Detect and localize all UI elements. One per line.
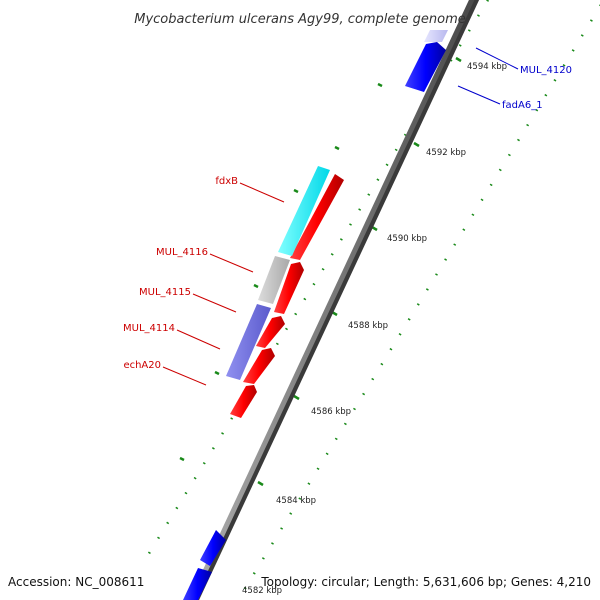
gene-MUL_4115-cds xyxy=(256,316,285,348)
reverse-strand-genes-bottom xyxy=(183,530,226,600)
gene-blue-b xyxy=(183,568,212,600)
gene-blue-a xyxy=(200,530,226,566)
cog-features xyxy=(226,166,330,380)
red-gene-labels: fdxB MUL_4116 MUL_4115 MUL_4114 echA20 xyxy=(123,176,285,386)
tick-label: 4588 kbp xyxy=(348,321,388,331)
gene-MUL_4120-bar xyxy=(424,30,448,42)
inner-major-ticks xyxy=(179,82,383,462)
tick-labels: 4594 kbp 4592 kbp 4590 kbp 4588 kbp 4586… xyxy=(242,62,507,596)
tick-label: 4592 kbp xyxy=(426,148,466,158)
tick-label: 4594 kbp xyxy=(467,62,507,72)
gene-MUL_4114-cds xyxy=(243,348,275,384)
gene-label-echA20: echA20 xyxy=(123,360,161,371)
backbone-shadow xyxy=(190,0,480,600)
gene-MUL_4116-cds xyxy=(274,262,304,314)
tick-label: 4584 kbp xyxy=(276,496,316,506)
genome-summary-text: Topology: circular; Length: 5,631,606 bp… xyxy=(260,575,591,589)
gene-label-fdxB: fdxB xyxy=(215,176,238,187)
tick-label: 4582 kbp xyxy=(242,586,282,596)
gene-fadA6_1-bar xyxy=(405,42,446,92)
tick-label: 4590 kbp xyxy=(387,234,427,244)
cog-purple xyxy=(226,304,271,380)
tick-label: 4586 kbp xyxy=(311,407,351,417)
gene-fdxB-cds xyxy=(290,174,344,260)
gene-label-MUL_4116: MUL_4116 xyxy=(156,247,208,258)
backbone xyxy=(188,0,475,600)
gene-echA20-cds xyxy=(230,385,257,418)
forward-strand-genes xyxy=(230,174,344,418)
blue-gene-labels: MUL_4120 fadA6_1 xyxy=(457,47,572,111)
reverse-strand-genes-top xyxy=(405,30,448,92)
gene-label-fadA6_1: fadA6_1 xyxy=(502,100,543,111)
gene-label-MUL_4114: MUL_4114 xyxy=(123,323,175,334)
gene-label-MUL_4115: MUL_4115 xyxy=(139,287,191,298)
map-title: Mycobacterium ulcerans Agy99, complete g… xyxy=(134,12,466,27)
cog-cyan xyxy=(278,166,330,256)
inner-tick-ring xyxy=(236,3,600,600)
gene-label-MUL_4120: MUL_4120 xyxy=(520,65,572,76)
cog-gray xyxy=(258,256,290,304)
accession-text: Accession: NC_008611 xyxy=(8,575,144,589)
